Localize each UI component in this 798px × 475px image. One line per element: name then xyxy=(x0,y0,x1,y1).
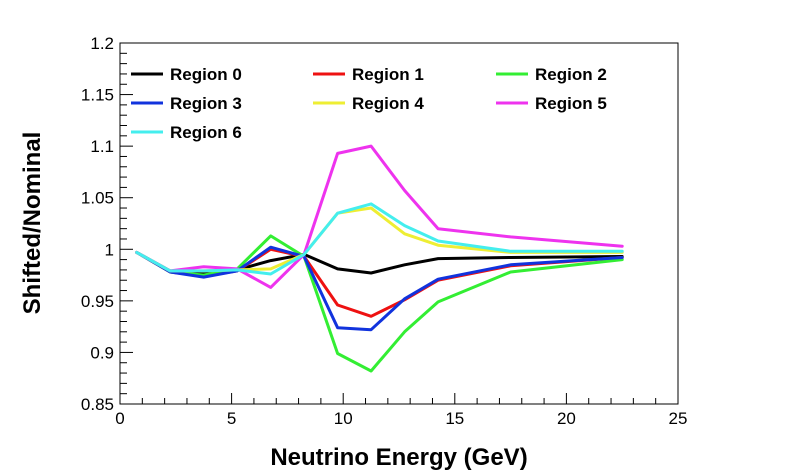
series-line-region-5 xyxy=(135,144,624,289)
y-tick-label: 1.15 xyxy=(81,86,114,105)
x-tick-label: 15 xyxy=(445,409,464,428)
legend: Region 0 Region 1 Region 2 Region 3 Region 4… xyxy=(131,65,607,142)
y-tick-label: 0.95 xyxy=(81,292,114,311)
series-line-region-1 xyxy=(135,247,624,318)
x-tick-label: 10 xyxy=(334,409,353,428)
y-tick-label: 1.1 xyxy=(90,137,114,156)
x-tick-label: 5 xyxy=(227,409,236,428)
y-tick-label: 1.05 xyxy=(81,189,114,208)
legend-label-region-2: Region 2 xyxy=(535,65,607,84)
y-axis-title: Shifted/Nominal xyxy=(19,132,46,315)
x-tick-label: 25 xyxy=(669,409,688,428)
legend-label-region-3: Region 3 xyxy=(170,94,242,113)
x-axis-title: Neutrino Energy (GeV) xyxy=(270,444,527,471)
y-tick-label: 0.9 xyxy=(90,343,114,362)
legend-label-region-1: Region 1 xyxy=(352,65,424,84)
x-tick-label: 20 xyxy=(557,409,576,428)
legend-label-region-5: Region 5 xyxy=(535,94,607,113)
series-line-region-2 xyxy=(135,234,624,373)
y-tick-label: 1.2 xyxy=(90,34,114,53)
x-tick-label: 0 xyxy=(115,409,124,428)
y-tick-label: 1 xyxy=(105,240,114,259)
x-axis: 0 5 10 15 20 25 xyxy=(115,393,687,428)
series-line-region-3 xyxy=(135,245,624,332)
series-line-region-6 xyxy=(135,202,624,276)
legend-label-region-4: Region 4 xyxy=(352,94,424,113)
legend-label-region-0: Region 0 xyxy=(170,65,242,84)
legend-label-region-6: Region 6 xyxy=(170,123,242,142)
series-lines xyxy=(135,144,624,373)
plot-frame xyxy=(119,42,679,405)
y-tick-label: 0.85 xyxy=(81,395,114,414)
y-axis: 0.85 0.9 0.95 1 1.05 1.1 1.15 1.2 xyxy=(81,34,133,414)
